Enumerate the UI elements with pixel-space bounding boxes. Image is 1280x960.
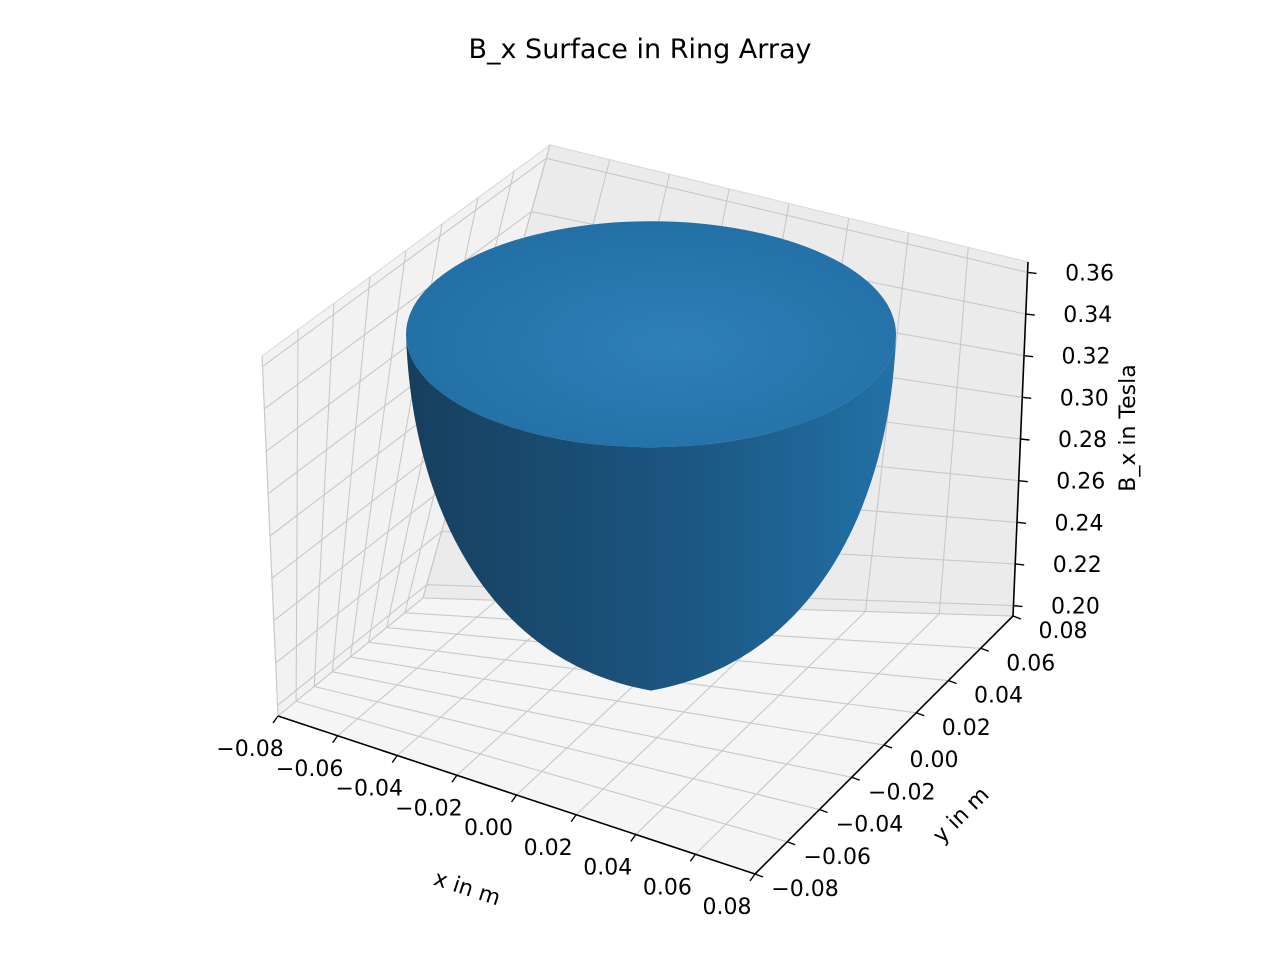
z-tick-label: 0.30 <box>1060 386 1109 411</box>
x-tick-label: −0.06 <box>276 757 343 782</box>
tick-labels: −0.08−0.06−0.04−0.020.000.020.040.060.08… <box>216 261 1114 920</box>
z-tick-label: 0.24 <box>1054 511 1103 536</box>
x-tick-label: −0.02 <box>395 796 462 821</box>
y-tick-label: 0.02 <box>942 716 991 741</box>
z-tick-mark <box>1022 396 1032 400</box>
x-tick-mark <box>451 774 458 783</box>
y-tick-mark <box>948 679 957 685</box>
y-tick-mark <box>1012 615 1022 620</box>
z-tick-mark <box>1023 355 1034 358</box>
surface-top <box>406 221 896 448</box>
z-tick-label: 0.28 <box>1058 428 1107 453</box>
y-gridline <box>349 250 885 746</box>
y-tick-mark <box>980 647 989 652</box>
y-tick-label: 0.00 <box>910 748 959 773</box>
z-tick-mark <box>1018 479 1028 483</box>
y-tick-label: −0.04 <box>836 813 903 838</box>
z-tick-mark <box>1013 604 1023 608</box>
y-tick-label: −0.06 <box>804 845 871 870</box>
z-gridline <box>277 584 1014 706</box>
x-tick-mark <box>272 715 279 724</box>
z-tick-label: 0.34 <box>1063 303 1112 328</box>
x-tick-mark <box>510 794 518 803</box>
x-tick-label: −0.04 <box>336 777 403 802</box>
y-tick-label: 0.08 <box>1039 619 1088 644</box>
y-gridline <box>331 276 852 778</box>
z-tick-mark <box>1025 313 1035 316</box>
x-tick-label: 0.04 <box>583 856 632 881</box>
z-tick-label: 0.26 <box>1056 470 1105 495</box>
x-axis-label: x in m <box>431 866 504 911</box>
x-tick-label: 0.00 <box>464 816 513 841</box>
x-tick-mark <box>689 853 696 862</box>
x-tick-mark <box>570 814 577 823</box>
x-tick-label: −0.08 <box>216 737 283 762</box>
z-gridline <box>262 157 1028 368</box>
y-tick-mark <box>851 776 860 781</box>
x-tick-mark <box>630 834 637 842</box>
y-tick-mark <box>883 744 893 749</box>
z-axis-label: B_x in Tesla <box>1116 364 1141 491</box>
y-tick-label: −0.02 <box>868 780 935 805</box>
x-tick-label: 0.08 <box>703 895 752 920</box>
z-tick-mark <box>1015 563 1025 566</box>
y-tick-label: 0.04 <box>974 684 1023 709</box>
y-gridline <box>295 329 788 843</box>
z-tick-label: 0.32 <box>1062 345 1111 370</box>
tick-marks <box>272 271 1037 882</box>
z-tick-mark <box>1027 271 1037 275</box>
chart-title: B_x Surface in Ring Array <box>468 34 811 65</box>
z-tick-label: 0.20 <box>1051 595 1100 620</box>
y-tick-label: −0.08 <box>771 877 838 902</box>
surface-side <box>406 334 896 691</box>
x-tick-mark <box>332 735 339 744</box>
y-tick-mark <box>916 712 925 717</box>
surface-plot <box>406 221 896 691</box>
x-tick-mark <box>391 755 398 763</box>
y-gridline <box>313 303 820 811</box>
x-tick-label: 0.06 <box>643 875 692 900</box>
y-tick-label: 0.06 <box>1006 651 1055 676</box>
z-tick-label: 0.36 <box>1065 261 1114 286</box>
z-tick-mark <box>1020 438 1030 441</box>
x-tick-label: 0.02 <box>524 836 573 861</box>
y-tick-mark <box>819 808 828 814</box>
z-tick-label: 0.22 <box>1053 553 1102 578</box>
y-tick-mark <box>754 873 764 878</box>
y-tick-mark <box>787 841 796 846</box>
z-tick-mark <box>1016 521 1027 524</box>
x-tick-mark <box>749 873 756 882</box>
y-axis-label: y in m <box>928 782 994 848</box>
